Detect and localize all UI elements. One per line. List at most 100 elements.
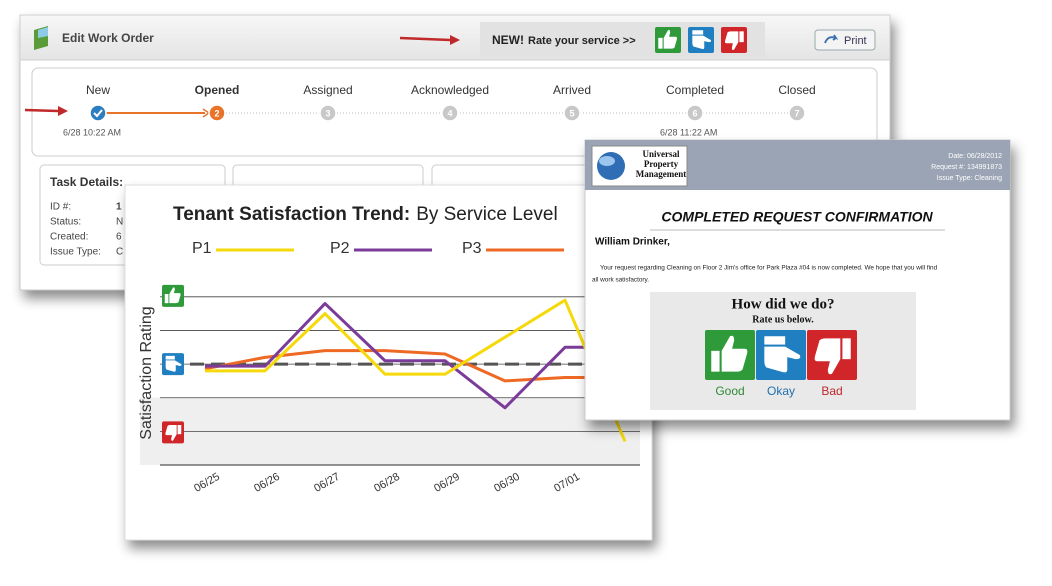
step-label: Completed [666,83,724,97]
step-number: 5 [569,108,574,118]
step-label: Opened [195,83,240,97]
step-number: 2 [214,108,219,118]
series-line [205,302,625,410]
step-number: 4 [447,108,452,118]
thumb-hand [724,31,739,51]
promo-label: Rate your service >> [528,35,636,47]
logo-globe [597,152,625,180]
thumb-hand [165,425,177,441]
print-icon [824,34,839,44]
logo-shine [599,156,615,166]
task-key: Status: [50,217,81,228]
thumb [165,355,182,372]
chart-bg [124,184,653,541]
rating-icon[interactable] [756,330,806,380]
red-arrow-head [58,106,68,116]
rating-icon[interactable] [721,27,747,53]
legend-label: P1 [192,240,212,257]
thumb-cuff [177,425,182,435]
rating-icon[interactable] [655,27,681,53]
meta-line: Date: 06/28/2012 [948,153,1002,160]
promo-text: NEW! Rate your service >> [492,33,636,47]
task-value: C [116,247,123,258]
print-button[interactable]: Print [814,29,876,51]
step-dot [208,104,226,122]
arrow-head [450,35,460,45]
rating-icon[interactable] [807,330,857,380]
thumb [724,31,744,51]
check [93,109,103,118]
red-arrow [24,108,59,113]
thumb-hand [692,35,712,50]
body-line: all work satisfactory. [592,277,649,284]
series-line [205,298,627,443]
confirm-title: COMPLETED REQUEST CONFIRMATION [661,209,933,225]
chart-title: Tenant Satisfaction Trend: [173,204,410,225]
step-date: 6/28 11:22 AM [660,127,717,137]
thumb [658,29,678,49]
arrow [399,36,451,42]
step-number: 6 [692,108,697,118]
print-bg [814,29,876,51]
greeting: William Drinker, [595,237,670,248]
meta-line: Issue Type: Cleaning [937,175,1002,182]
thumb-cuff [711,350,720,372]
thumb-hand [764,346,801,373]
rating-icon[interactable] [705,330,755,380]
thumb-hand [169,287,181,304]
legend-label: P3 [462,240,482,257]
app-icon-page [38,27,48,38]
step-number: 3 [325,108,330,118]
step-label: Acknowledged [411,83,489,97]
step-label: Arrived [553,83,591,97]
body-line: Your request regarding Cleaning on Floor… [600,265,938,272]
task-value: 1 [116,202,122,213]
step-label: Assigned [303,83,352,97]
thumb [764,336,801,373]
thumb-cuff [658,37,663,49]
task-key: Issue Type: [50,247,101,258]
print-label: Print [844,35,867,47]
task-value: 6 [116,232,122,243]
thumb [814,338,851,375]
thumb-cuff [842,338,851,360]
thumb-cuff [764,336,786,345]
rating-icon [162,421,184,444]
step-dot [788,104,806,122]
panel-title: Edit Work Order [62,31,154,45]
rating-heading: How did we do? [732,296,835,312]
thumb-cuff [165,355,175,360]
thumb-hand [165,360,182,372]
chart-panel: Tenant Satisfaction Trend: By Service Lev… [124,184,653,541]
thumb [164,287,181,304]
task-key: Created: [50,232,88,243]
rating-icon [162,353,184,376]
logo-text: Property [644,159,679,169]
thumb [692,30,712,50]
step-label: Closed [778,83,815,97]
thumb [711,335,748,372]
task-title: Task Details: [50,175,123,189]
step-label: New [86,83,110,97]
rating-subheading: Rate us below. [752,314,814,325]
step-dot [89,104,107,122]
thumb [165,425,182,441]
step-dot [319,104,337,122]
logo-text: Universal [643,149,680,159]
chart-subtitle: By Service Level [416,204,558,225]
rating-label[interactable]: Bad [821,384,842,398]
rating-label[interactable]: Okay [767,384,795,398]
task-value: N [116,217,123,228]
y-axis-label: Satisfaction Rating [138,306,155,439]
promo-box [480,22,765,57]
step-dot [686,104,704,122]
step-dot [441,104,459,122]
step-number: 7 [794,108,799,118]
rating-label[interactable]: Good [715,384,744,398]
rating-icon [162,284,184,307]
legend-label: P2 [330,240,350,257]
promo-new: NEW! [492,33,524,47]
rating-icon[interactable] [688,27,714,53]
